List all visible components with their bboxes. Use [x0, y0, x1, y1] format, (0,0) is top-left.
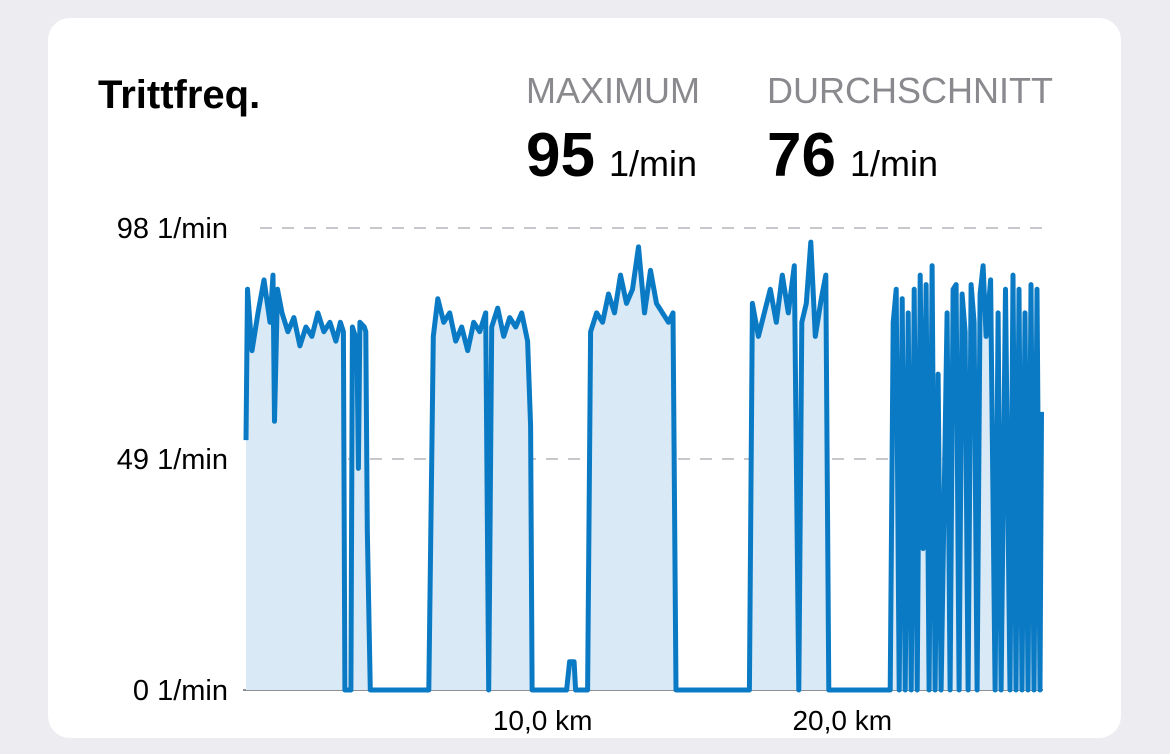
stats: MAXIMUM 95 1/min DURCHSCHNITT 76 1/min [526, 70, 1053, 190]
stat-unit: 1/min [609, 143, 697, 184]
series-line [243, 239, 1044, 693]
stat-value: 95 [526, 121, 595, 190]
y-tick-label: 0 1/min [133, 675, 228, 707]
stat-label: DURCHSCHNITT [767, 70, 1053, 111]
stat-unit: 1/min [850, 143, 938, 184]
stat-label: MAXIMUM [526, 70, 700, 111]
y-tick-label: 49 1/min [117, 444, 228, 476]
chart-title: Trittfreq. [98, 73, 260, 117]
x-tick-label: 10,0 km [493, 705, 593, 736]
area-fill [246, 242, 1042, 690]
y-tick-label: 98 1/min [117, 213, 228, 245]
axes: 0 1/min 49 1/min 98 1/min 10,0 km 20,0 km [117, 213, 892, 736]
stat-value: 76 [767, 121, 836, 190]
plot [243, 239, 1044, 693]
x-tick-label: 20,0 km [792, 705, 892, 736]
